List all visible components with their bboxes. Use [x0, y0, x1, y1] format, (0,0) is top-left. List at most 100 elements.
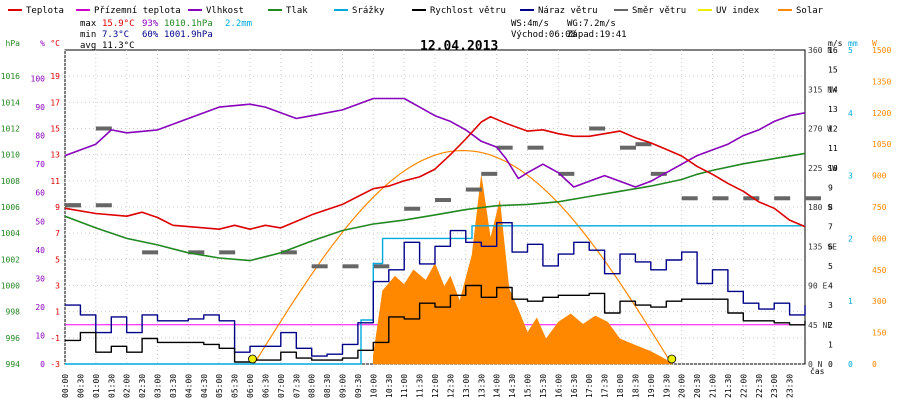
- wind-direction-mark: [311, 264, 328, 269]
- x-tick-label: 05:30: [231, 374, 240, 398]
- x-tick-label: 10:00: [369, 374, 378, 398]
- stats-max-temp: 15.9°C: [102, 19, 135, 29]
- stats-max-hum: 93%: [142, 19, 159, 29]
- x-tick-label: 04:30: [200, 374, 209, 398]
- ms-tick-label: 13: [828, 105, 838, 114]
- x-tick-label: 22:30: [755, 374, 764, 398]
- x-tick-label: 00:00: [61, 374, 70, 398]
- stats-min-press: 1001.9hPa: [164, 30, 213, 40]
- wind-direction-mark: [558, 171, 575, 176]
- wind-direction-mark: [280, 250, 297, 255]
- dir-tick-label: 0 N: [808, 360, 823, 369]
- ms-tick-label: 5: [828, 262, 833, 271]
- x-tick-label: 12:30: [446, 374, 455, 398]
- mm-tick-label: 4: [848, 109, 853, 118]
- wind-direction-mark: [496, 145, 513, 150]
- mm-tick-label: 1: [848, 297, 853, 306]
- x-tick-label: 04:00: [184, 374, 193, 398]
- x-tick-label: 08:00: [308, 374, 317, 398]
- stats-min-temp: 7.3°C: [102, 30, 129, 40]
- x-tick-label: 10:30: [385, 374, 394, 398]
- legend-label-naraz: Náraz větru: [538, 6, 598, 16]
- ms-tick-label: 1: [828, 340, 833, 349]
- ms-tick-label: 10: [828, 164, 838, 173]
- mm-tick-label: 3: [848, 172, 853, 181]
- legend-label-teplota: Teplota: [26, 6, 64, 16]
- stats-max-press: 1010.1hPa: [164, 19, 213, 29]
- dir-tick-label: 45 NE: [808, 321, 832, 330]
- stats-min-label: min: [80, 30, 96, 40]
- x-tick-label: 12:00: [431, 374, 440, 398]
- ms-tick-label: 3: [828, 301, 833, 310]
- watt-tick-label: 1350: [872, 77, 891, 86]
- pct-tick-label: 50: [35, 217, 45, 226]
- stats-avg-temp: 11.3°C: [102, 41, 135, 51]
- vlhkost-line: [64, 97, 806, 188]
- stats-min-hum: 60%: [142, 30, 159, 40]
- x-tick-label: 13:30: [477, 374, 486, 398]
- pct-tick-label: 100: [31, 75, 46, 84]
- wind-direction-mark: [95, 203, 112, 208]
- x-tick-label: 23:30: [786, 374, 795, 398]
- axes-layer: hPa9949969981000100210041006100810101012…: [1, 39, 892, 398]
- x-tick-label: 03:00: [154, 374, 163, 398]
- ms-tick-label: 4: [828, 282, 833, 291]
- x-tick-label: 01:00: [92, 374, 101, 398]
- watt-tick-label: 750: [872, 203, 887, 212]
- ms-tick-label: 14: [828, 85, 838, 94]
- wind-direction-mark: [142, 250, 159, 255]
- pct-tick-label: 90: [35, 103, 45, 112]
- wind-direction-mark: [805, 196, 821, 201]
- x-tick-label: 15:00: [524, 374, 533, 398]
- wind-direction-mark: [681, 196, 698, 201]
- naraz-line: [65, 222, 806, 357]
- x-tick-label: 14:00: [493, 374, 502, 398]
- ms-tick-label: 6: [828, 242, 833, 251]
- pct-axis-unit: %: [40, 39, 45, 48]
- wind-direction-mark: [635, 142, 652, 147]
- dir-tick-label: 90 E: [808, 282, 827, 291]
- x-tick-label: 16:00: [554, 374, 563, 398]
- x-tick-label: 06:00: [246, 374, 255, 398]
- x-tick-label: 18:00: [616, 374, 625, 398]
- wind-direction-mark: [589, 126, 606, 131]
- legend-label-solar: Solar: [796, 6, 824, 16]
- uv-marker: [248, 354, 257, 364]
- stats-max-label: max: [80, 19, 97, 29]
- stats-avg-label: avg: [80, 41, 96, 51]
- ms-tick-label: 12: [828, 125, 838, 134]
- temp-tick-label: 19: [50, 72, 60, 81]
- pct-tick-label: 40: [35, 246, 45, 255]
- pct-tick-label: 30: [35, 274, 45, 283]
- mm-axis-unit: mm: [848, 39, 858, 48]
- dir-tick-label: 225 SW: [808, 164, 837, 173]
- wind-direction-mark: [404, 206, 421, 211]
- wind-direction-mark: [620, 145, 636, 150]
- x-tick-label: 08:30: [323, 374, 332, 398]
- x-tick-label: 01:30: [107, 374, 116, 398]
- wind-direction-mark: [481, 171, 498, 176]
- x-tick-label: 02:30: [138, 374, 147, 398]
- mm-tick-label: 0: [848, 360, 853, 369]
- temp-tick-label: 17: [50, 98, 60, 107]
- x-tick-label: 22:00: [739, 374, 748, 398]
- temp-axis-unit: °C: [50, 39, 60, 48]
- watt-tick-label: 1200: [872, 109, 891, 118]
- mm-tick-label: 5: [848, 46, 853, 55]
- temp-tick-label: 5: [55, 255, 60, 264]
- wind-speed-info: WS:4m/s: [511, 19, 549, 29]
- x-tick-label: 15:30: [539, 374, 548, 398]
- ms-tick-label: 7: [828, 223, 833, 232]
- ms-tick-label: 0: [828, 360, 833, 369]
- wind-info: WS:4m/s WG:7.2m/s Východ:06:08 Západ:19:…: [511, 19, 627, 40]
- wind-direction-mark: [65, 203, 81, 208]
- stats-block: max 15.9°C 93% 1010.1hPa 2.2mm min 7.3°C…: [80, 19, 252, 51]
- watt-tick-label: 900: [872, 172, 887, 181]
- hpa-tick-label: 1004: [1, 229, 20, 238]
- watt-tick-label: 300: [872, 297, 887, 306]
- ms-tick-label: 16: [828, 46, 838, 55]
- x-tick-label: 23:00: [770, 374, 779, 398]
- pct-tick-label: 20: [35, 303, 45, 312]
- hpa-tick-label: 1014: [1, 98, 20, 107]
- wind-gust-info: WG:7.2m/s: [567, 19, 616, 29]
